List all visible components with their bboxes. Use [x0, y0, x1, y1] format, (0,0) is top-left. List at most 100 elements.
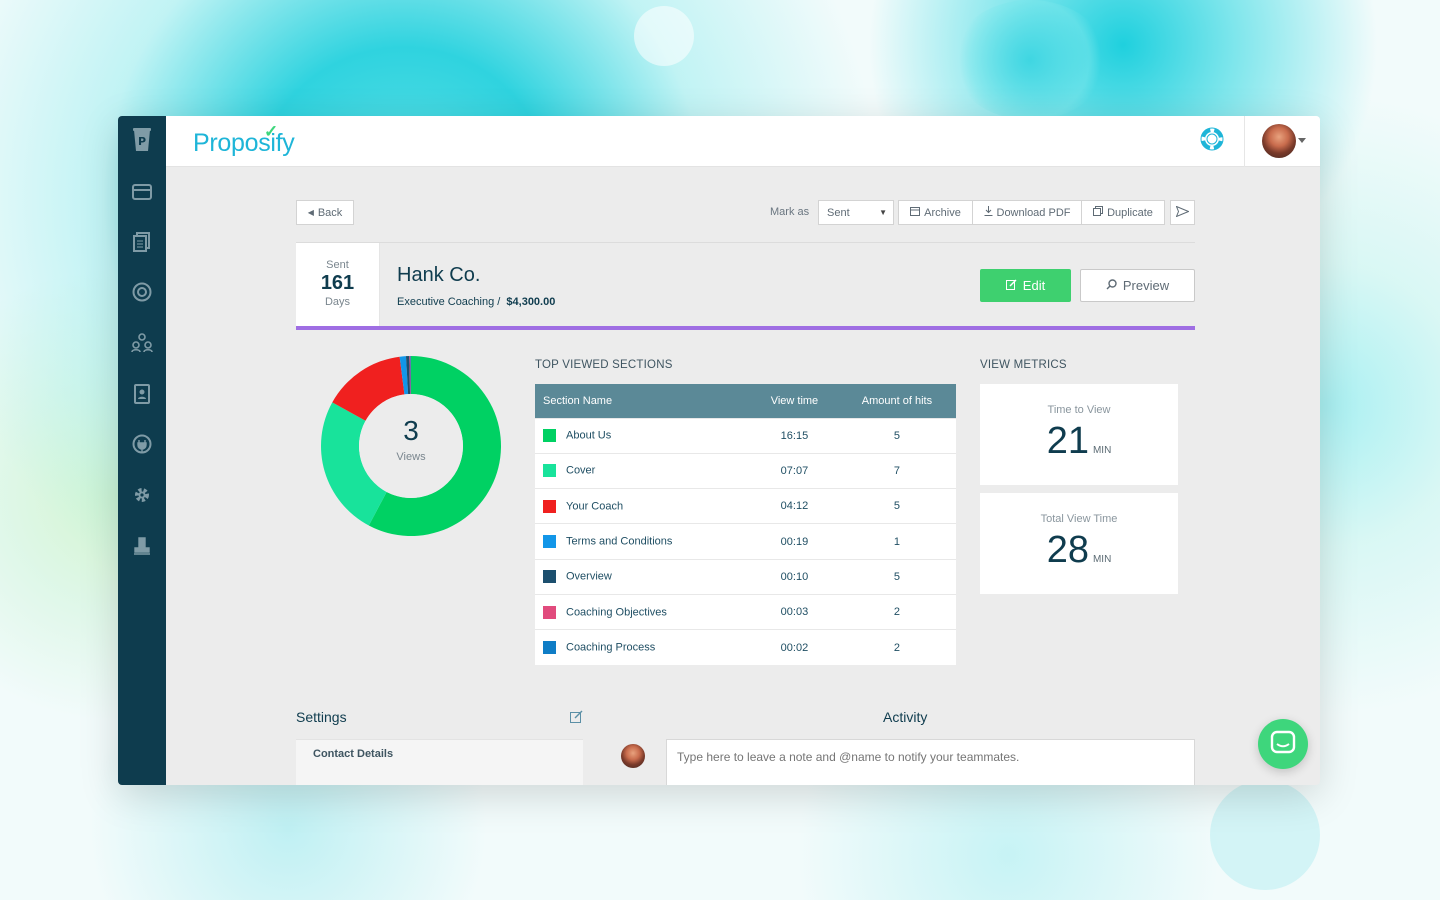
logo-check-icon: ✓: [264, 122, 278, 141]
download-pdf-button[interactable]: Download PDF: [972, 200, 1082, 225]
mark-as-label: Mark as: [770, 206, 810, 218]
settings-gear-icon[interactable]: [130, 483, 154, 507]
view-time-cell: 04:12: [780, 500, 809, 513]
top-bar: Proposify ✓: [166, 116, 1320, 167]
table-row[interactable]: Cover 07:07 7: [535, 453, 956, 489]
donut-slice-coaching-process[interactable]: [410, 356, 411, 395]
library-stamp-icon[interactable]: [130, 534, 154, 558]
total-view-time-value: 28 MIN: [1046, 529, 1112, 571]
hits-cell: 7: [893, 464, 900, 477]
help-lifebuoy-icon[interactable]: [1200, 127, 1224, 151]
proposify-home-icon[interactable]: P: [130, 128, 154, 152]
table-row[interactable]: Coaching Process 00:02 2: [535, 629, 956, 666]
archive-icon: [910, 206, 921, 219]
contacts-icon[interactable]: [130, 382, 154, 406]
section-name-cell: Coaching Objectives: [535, 594, 751, 629]
status-select[interactable]: Sent ▼: [818, 200, 894, 225]
hits-cell: 2: [893, 606, 900, 619]
background-bubble: [1210, 780, 1320, 890]
integrations-icon[interactable]: [130, 432, 154, 456]
settings-edit-icon[interactable]: [570, 710, 583, 728]
settings-title: Settings: [296, 709, 347, 725]
time-to-view-unit: MIN: [1092, 445, 1112, 456]
section-name: Overview: [566, 570, 612, 583]
view-time-cell: 00:02: [780, 641, 809, 654]
total-view-time-card: Total View Time 28 MIN: [980, 493, 1178, 594]
time-to-view-card: Time to View 21 MIN: [980, 384, 1178, 485]
edit-button[interactable]: Edit: [980, 269, 1071, 302]
donut-slice-coaching-objectives[interactable]: [409, 356, 411, 395]
hits-cell: 5: [893, 500, 900, 513]
section-color-swatch: [543, 641, 556, 655]
caret-down-icon: ▼: [879, 208, 887, 217]
top-viewed-heading: TOP VIEWED SECTIONS: [535, 359, 673, 371]
duplicate-button[interactable]: Duplicate: [1081, 200, 1165, 225]
donut-slice-your-coach[interactable]: [332, 356, 405, 421]
contact-details-label: Contact Details: [313, 748, 394, 760]
proposal-accent-bar: [296, 326, 1195, 330]
status-label: Sent: [326, 259, 349, 271]
activity-note-input[interactable]: [666, 739, 1195, 785]
proposify-logo[interactable]: Proposify ✓: [193, 122, 295, 157]
donut-slice-about-us[interactable]: [368, 356, 501, 536]
table-row[interactable]: Your Coach 04:12 5: [535, 488, 956, 524]
duplicate-icon: [1093, 206, 1104, 219]
project-name: Executive Coaching /: [397, 296, 501, 308]
sidebar: P: [118, 116, 166, 785]
user-avatar[interactable]: [1262, 124, 1296, 158]
col-view-time[interactable]: View time: [770, 394, 819, 407]
table-row[interactable]: Overview 00:10 5: [535, 559, 956, 595]
client-name: Hank Co.: [397, 264, 481, 286]
total-view-time-unit: MIN: [1092, 554, 1112, 565]
section-name: Coaching Process: [566, 641, 656, 654]
donut-slice-terms-and-conditions[interactable]: [399, 356, 409, 395]
background-bubble: [634, 6, 694, 66]
donut-slice-cover[interactable]: [321, 402, 387, 526]
user-menu-chevron-down-icon[interactable]: [1298, 138, 1306, 143]
days-label: Days: [324, 296, 351, 308]
views-donut-chart: [321, 356, 501, 536]
section-color-swatch: [543, 605, 556, 619]
download-icon: [984, 206, 993, 219]
section-name-cell: Terms and Conditions: [535, 524, 751, 559]
section-name: Your Coach: [566, 500, 624, 513]
chat-launcher-button[interactable]: [1258, 719, 1308, 769]
table-row[interactable]: Terms and Conditions 00:19 1: [535, 523, 956, 560]
table-row[interactable]: About Us 16:15 5: [535, 418, 956, 454]
section-color-swatch: [543, 464, 556, 478]
chevron-left-icon: ◀: [307, 208, 314, 217]
section-color-swatch: [543, 535, 556, 549]
time-to-view-value: 21 MIN: [1046, 420, 1112, 462]
donut-center-label: Views: [396, 451, 426, 463]
project-line: Executive Coaching / $4,300.00: [397, 296, 555, 308]
preview-button[interactable]: Preview: [1080, 269, 1195, 302]
hits-cell: 5: [893, 570, 900, 583]
archive-button[interactable]: Archive: [898, 200, 973, 225]
team-icon[interactable]: [130, 331, 154, 355]
inbox-icon[interactable]: [130, 180, 154, 204]
total-view-time-label: Total View Time: [1040, 513, 1118, 525]
view-time-cell: 00:19: [780, 535, 809, 548]
target-icon[interactable]: [130, 280, 154, 304]
view-time-cell: 00:10: [780, 570, 809, 583]
documents-icon[interactable]: [130, 230, 154, 254]
view-time-cell: 00:03: [780, 606, 809, 619]
time-to-view-label: Time to View: [1047, 404, 1111, 416]
col-hits[interactable]: Amount of hits: [861, 394, 933, 407]
section-color-swatch: [543, 429, 556, 443]
col-section-name[interactable]: Section Name: [543, 394, 613, 407]
send-paper-plane-icon: [1175, 205, 1190, 220]
contact-details-panel[interactable]: Contact Details: [296, 739, 583, 785]
background-bubble: [952, 0, 1108, 120]
section-name: Coaching Objectives: [566, 606, 667, 619]
view-time-cell: 07:07: [780, 464, 809, 477]
donut-slice-overview[interactable]: [405, 356, 411, 395]
table-header-row: Section Name View time Amount of hits: [535, 384, 956, 418]
send-button[interactable]: [1170, 200, 1195, 225]
back-button[interactable]: ◀ Back: [296, 200, 354, 225]
chat-icon: [1270, 730, 1296, 759]
commenter-avatar: [621, 744, 645, 768]
topbar-divider: [1244, 116, 1245, 167]
header-divider: [296, 242, 1195, 243]
table-row[interactable]: Coaching Objectives 00:03 2: [535, 594, 956, 630]
